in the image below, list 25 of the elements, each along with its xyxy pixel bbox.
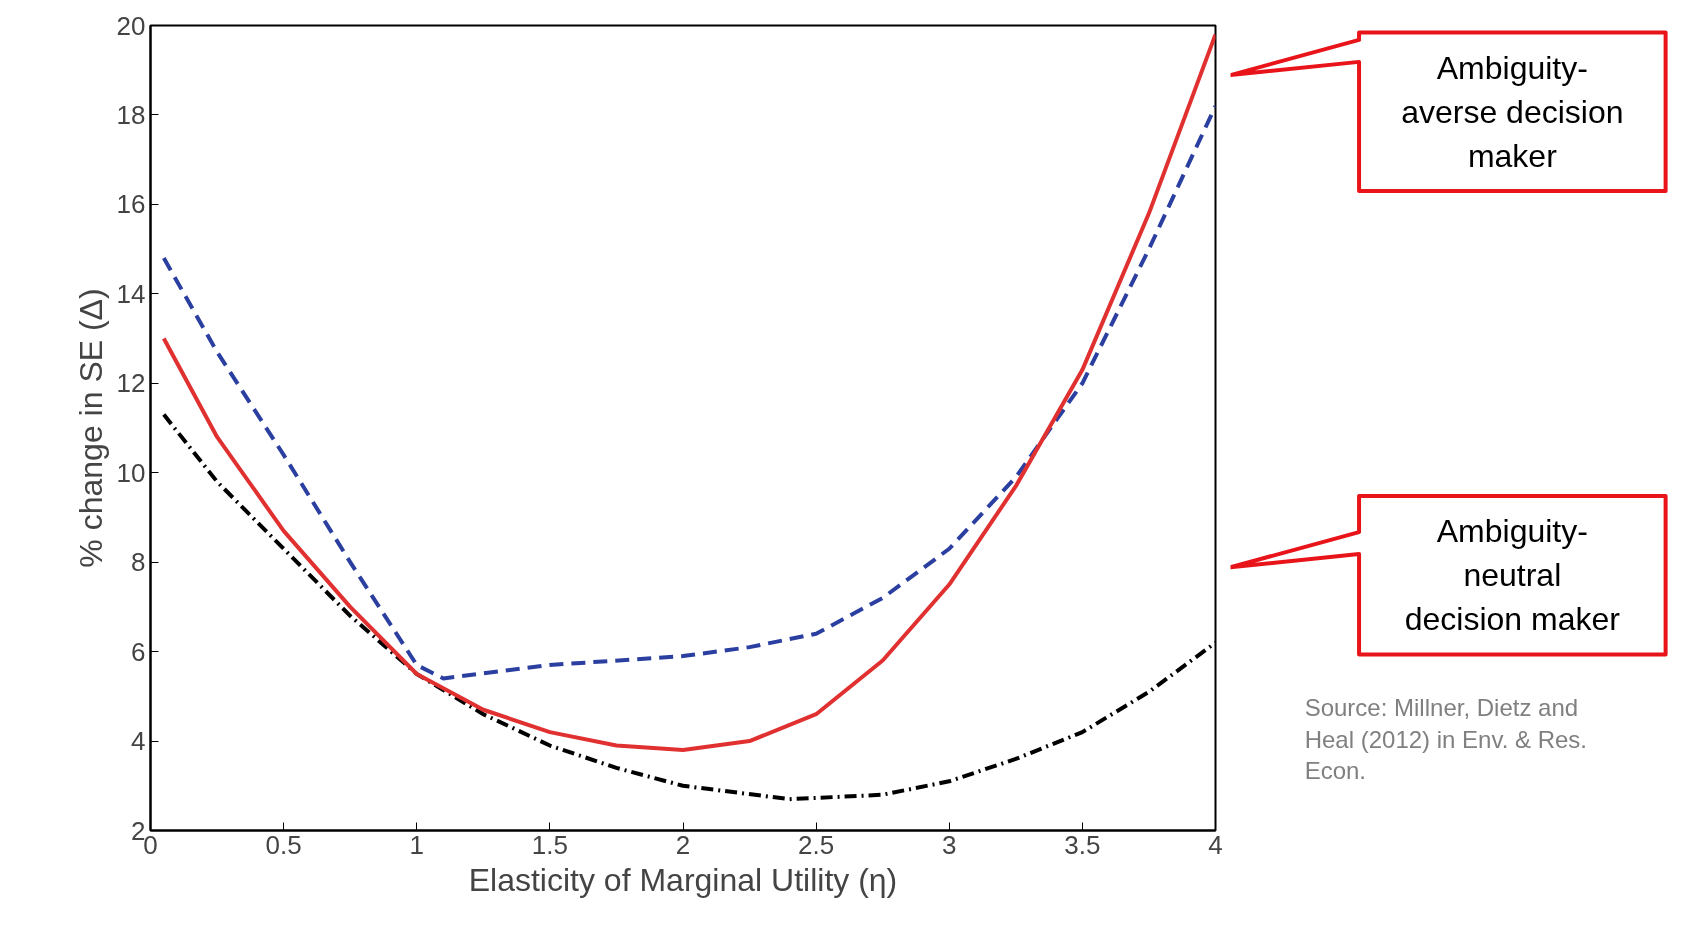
x-tick-label: 1: [409, 829, 424, 860]
y-tick-label: 10: [116, 457, 146, 488]
y-tick-label: 12: [116, 368, 146, 399]
y-tick-label: 18: [116, 99, 146, 130]
x-tick-label: 2: [675, 829, 691, 860]
x-tick-label: 3: [942, 829, 957, 860]
line-series: [161, 104, 1216, 681]
x-tick-label: 4: [1208, 829, 1223, 860]
x-tick-label: 0.5: [265, 829, 302, 860]
y-tick-label: 16: [116, 189, 146, 220]
y-tick-label: 8: [131, 547, 146, 578]
source-note: Source: Millner, Dietz and Heal (2012) in Env. & Res. Econ.: [1304, 694, 1588, 785]
x-tick-label: 0: [143, 829, 158, 860]
text: Ambiguity-averse decision maker: [1401, 49, 1624, 174]
text: Ambiguity-neutral decision maker: [1404, 513, 1621, 638]
x-tick-label: 2.5: [798, 829, 835, 860]
x-tick-label: 1.5: [531, 829, 568, 860]
y-tick-label: 14: [116, 278, 146, 309]
y-tick-label: 20: [116, 10, 146, 41]
y-axis-title: % change in SE (Δ): [72, 288, 109, 568]
x-axis-title: Elasticity of Marginal Utility (η): [468, 861, 898, 898]
y-tick-label: 4: [131, 726, 146, 757]
x-tick-label: 3.5: [1064, 829, 1101, 860]
y-tick-label: 6: [131, 636, 146, 667]
line-series: [161, 32, 1216, 752]
